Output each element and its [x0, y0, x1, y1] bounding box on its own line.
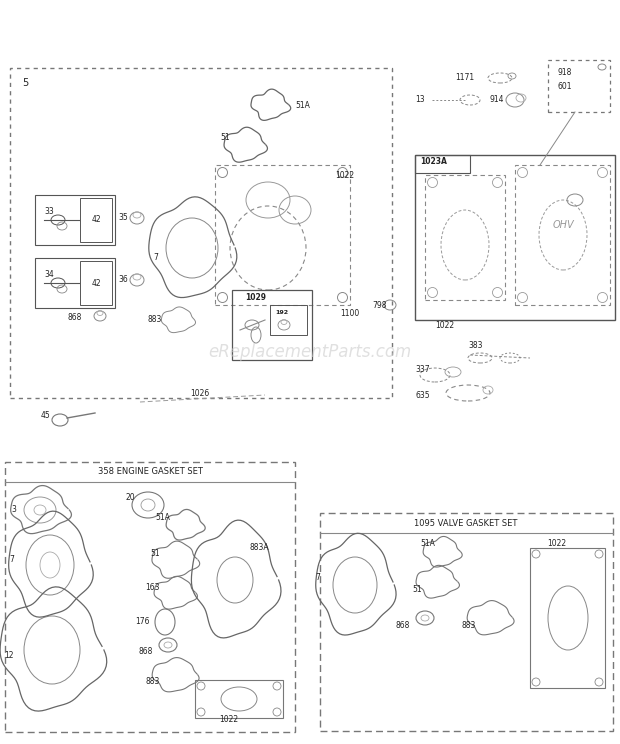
Bar: [195, 680, 283, 718]
Text: 20: 20: [125, 493, 135, 501]
Text: 42: 42: [91, 216, 101, 225]
Bar: [320, 513, 613, 731]
Text: 883: 883: [146, 678, 160, 687]
Bar: [35, 258, 115, 308]
Text: 12: 12: [4, 650, 14, 659]
Text: 1171: 1171: [455, 74, 474, 83]
Text: 33: 33: [44, 207, 54, 216]
Text: 3: 3: [11, 505, 16, 515]
Text: 1100: 1100: [340, 309, 359, 318]
Text: 1022: 1022: [435, 321, 454, 330]
Bar: [415, 155, 615, 320]
Bar: [548, 60, 610, 112]
Text: 51: 51: [220, 132, 230, 141]
Bar: [5, 462, 295, 732]
Text: 163: 163: [146, 583, 160, 592]
Text: OHV: OHV: [552, 220, 574, 230]
Text: 51A: 51A: [295, 100, 310, 109]
Text: 7: 7: [315, 574, 320, 583]
Text: 1026: 1026: [190, 388, 210, 397]
Bar: [80, 198, 112, 242]
Bar: [270, 305, 307, 335]
Bar: [415, 155, 470, 173]
Text: 383: 383: [468, 341, 482, 350]
Text: 868: 868: [139, 647, 153, 655]
Text: 1022: 1022: [335, 170, 354, 179]
Text: 868: 868: [68, 313, 82, 322]
Text: 868: 868: [396, 620, 410, 629]
Bar: [232, 290, 312, 360]
Bar: [35, 195, 115, 245]
Text: 914: 914: [490, 95, 505, 104]
Text: 1029: 1029: [245, 293, 266, 303]
Text: eReplacementParts.com: eReplacementParts.com: [208, 343, 412, 361]
Text: 635: 635: [415, 391, 430, 400]
Bar: [80, 261, 112, 305]
Bar: [530, 548, 605, 688]
Bar: [10, 68, 392, 398]
Text: 918: 918: [558, 68, 572, 77]
Text: 798: 798: [372, 301, 386, 310]
Text: 51: 51: [151, 548, 160, 557]
Text: 358 ENGINE GASKET SET: 358 ENGINE GASKET SET: [97, 467, 203, 476]
Text: 51: 51: [412, 586, 422, 594]
Text: 192: 192: [275, 310, 288, 315]
Text: 36: 36: [118, 275, 128, 284]
Text: 883A: 883A: [250, 542, 270, 551]
Text: 601: 601: [558, 82, 572, 91]
Text: 13: 13: [415, 95, 425, 104]
Text: 5: 5: [22, 78, 29, 88]
Text: 337: 337: [415, 365, 430, 374]
Text: 51A: 51A: [420, 539, 435, 548]
Text: 1022: 1022: [219, 716, 239, 725]
Text: 7: 7: [153, 254, 158, 263]
Text: 883: 883: [462, 621, 476, 630]
Text: 1022: 1022: [547, 539, 566, 548]
Text: 51A: 51A: [155, 513, 170, 522]
Text: 1095 VALVE GASKET SET: 1095 VALVE GASKET SET: [414, 519, 518, 527]
Text: 34: 34: [44, 270, 54, 279]
Text: 42: 42: [91, 278, 101, 287]
Text: 45: 45: [40, 411, 50, 420]
Bar: [515, 165, 610, 305]
Text: 35: 35: [118, 214, 128, 222]
Text: 883: 883: [148, 315, 162, 324]
Text: 1023A: 1023A: [420, 156, 447, 165]
Bar: [215, 165, 350, 305]
Bar: [425, 175, 505, 300]
Text: 7: 7: [9, 556, 14, 565]
Text: 176: 176: [136, 618, 150, 626]
